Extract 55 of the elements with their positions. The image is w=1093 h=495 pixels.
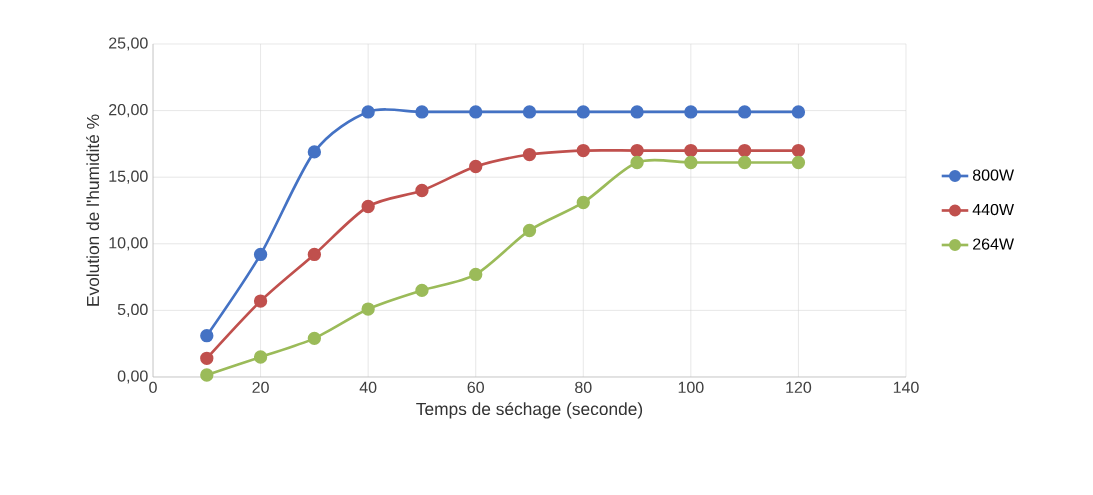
x-tick-label: 140 (893, 381, 919, 394)
point (522, 223, 537, 238)
point (737, 155, 752, 170)
point (684, 143, 698, 158)
y-tick-label: 5,00 (117, 303, 148, 317)
point (791, 105, 806, 119)
point (576, 195, 590, 210)
point (415, 183, 429, 198)
point (737, 105, 752, 119)
point (361, 105, 375, 119)
x-tick-label: 120 (786, 381, 812, 394)
point (253, 294, 268, 308)
x-tick-label: 0 (149, 381, 157, 394)
y-axis-title: Evolution de l'humidité % (86, 114, 100, 306)
point (415, 105, 429, 119)
x-tick-label: 40 (359, 381, 377, 394)
point (361, 199, 375, 214)
point (791, 143, 806, 158)
y-tick-label: 0,00 (117, 370, 148, 384)
point (576, 143, 590, 158)
point (630, 155, 644, 170)
point (522, 105, 537, 119)
y-tick-label: 25,00 (109, 37, 148, 51)
y-tick-label: 15,00 (109, 170, 148, 184)
point (576, 105, 590, 119)
point (469, 159, 483, 174)
point (469, 105, 483, 119)
legend-label: 800W (972, 169, 1014, 181)
y-tick-label: 10,00 (109, 237, 148, 251)
point (200, 351, 214, 366)
point (307, 247, 322, 262)
point (469, 267, 483, 282)
legend-label: 440W (972, 203, 1014, 216)
point (684, 105, 698, 119)
point (307, 145, 322, 159)
point (630, 105, 644, 119)
point (253, 247, 268, 262)
point (791, 155, 806, 170)
point (307, 331, 322, 346)
x-tick-label: 60 (467, 381, 484, 394)
x-tick-label: 100 (678, 381, 704, 394)
y-tick-label: 20,00 (109, 103, 148, 118)
point (737, 143, 752, 158)
x-tick-label: 80 (575, 381, 592, 394)
point (253, 350, 268, 364)
point (200, 368, 214, 382)
point (684, 155, 698, 170)
point (415, 283, 429, 298)
point (522, 147, 537, 162)
point (200, 329, 214, 343)
x-axis-title: Temps de séchage (seconde) (416, 402, 643, 419)
x-tick-label: 20 (252, 381, 269, 394)
legend-label: 264W (973, 238, 1014, 250)
point (630, 143, 644, 158)
point (361, 302, 375, 316)
